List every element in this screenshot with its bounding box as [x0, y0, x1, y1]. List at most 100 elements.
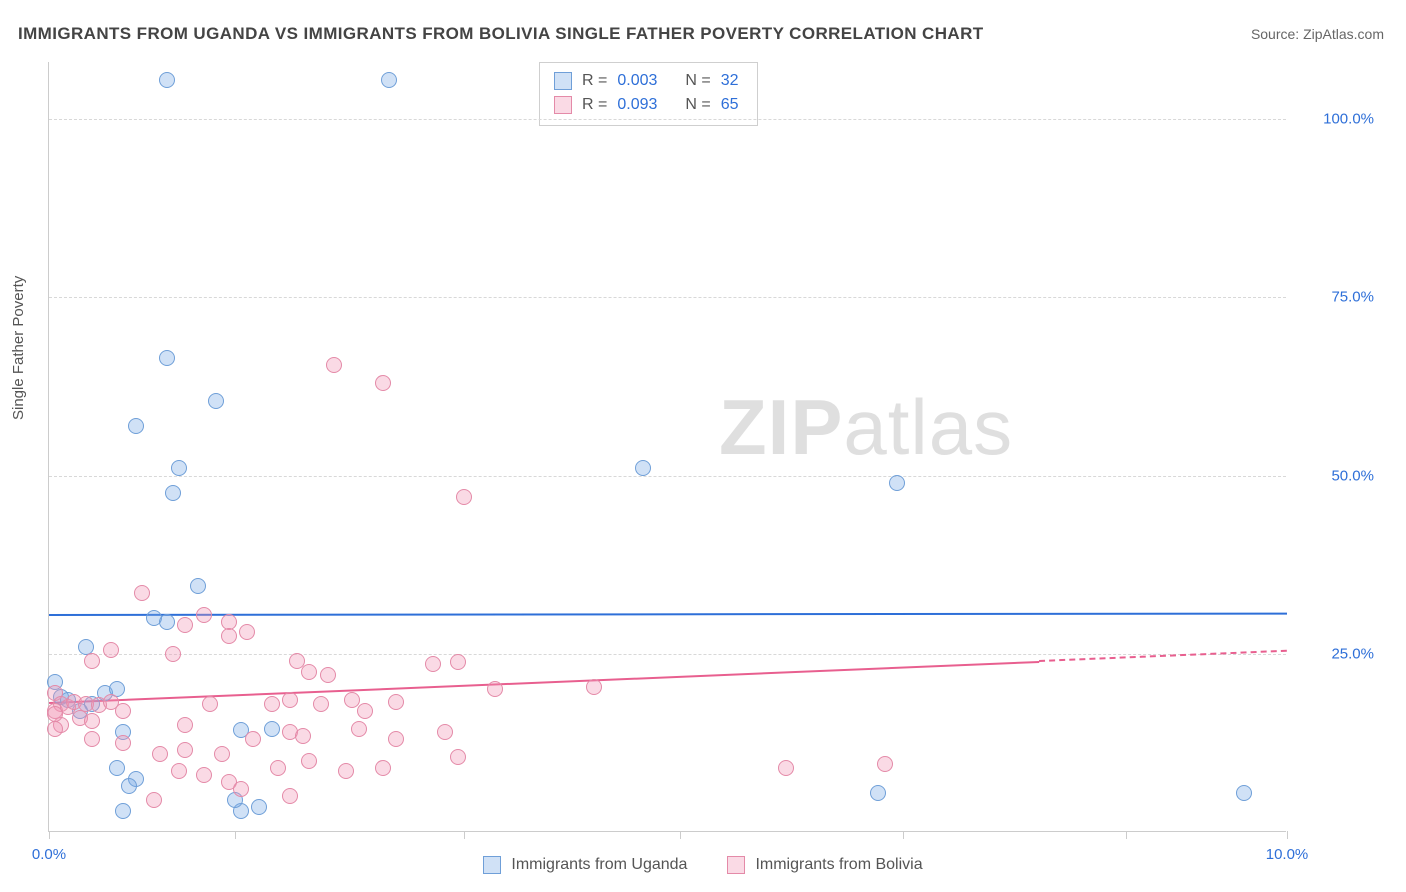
point-bolivia [326, 357, 342, 373]
point-bolivia [270, 760, 286, 776]
legend-swatch-bolivia [727, 856, 745, 874]
point-bolivia [264, 696, 280, 712]
point-bolivia [425, 656, 441, 672]
watermark: ZIPatlas [719, 382, 1013, 473]
y-tick-label: 50.0% [1294, 467, 1374, 484]
point-bolivia [239, 624, 255, 640]
point-bolivia [245, 731, 261, 747]
gridline-h [49, 654, 1286, 655]
x-tick [1287, 831, 1288, 839]
point-uganda [635, 460, 651, 476]
point-bolivia [586, 679, 602, 695]
point-bolivia [84, 653, 100, 669]
point-bolivia [146, 792, 162, 808]
legend-label-uganda: Immigrants from Uganda [511, 856, 687, 874]
point-bolivia [338, 763, 354, 779]
point-bolivia [437, 724, 453, 740]
watermark-thin: atlas [843, 383, 1013, 471]
x-tick [49, 831, 50, 839]
gridline-h [49, 476, 1286, 477]
point-bolivia [165, 646, 181, 662]
stats-r-uganda: 0.003 [617, 69, 657, 93]
watermark-bold: ZIP [719, 383, 843, 471]
point-uganda [171, 460, 187, 476]
point-uganda [889, 475, 905, 491]
point-uganda [128, 418, 144, 434]
point-uganda [381, 72, 397, 88]
point-bolivia [177, 617, 193, 633]
point-bolivia [115, 703, 131, 719]
point-bolivia [357, 703, 373, 719]
point-bolivia [134, 585, 150, 601]
point-bolivia [177, 742, 193, 758]
point-bolivia [233, 781, 249, 797]
point-bolivia [450, 749, 466, 765]
gridline-h [49, 297, 1286, 298]
point-uganda [190, 578, 206, 594]
point-uganda [159, 614, 175, 630]
point-bolivia [375, 760, 391, 776]
trendline-uganda [49, 612, 1287, 615]
point-uganda [1236, 785, 1252, 801]
y-axis-label: Single Father Poverty [10, 276, 27, 420]
x-tick [235, 831, 236, 839]
point-bolivia [778, 760, 794, 776]
point-uganda [208, 393, 224, 409]
stats-row-bolivia: R = 0.093 N = 65 [554, 93, 739, 117]
point-bolivia [47, 721, 63, 737]
point-bolivia [313, 696, 329, 712]
point-bolivia [221, 628, 237, 644]
point-bolivia [152, 746, 168, 762]
point-bolivia [375, 375, 391, 391]
point-uganda [870, 785, 886, 801]
trendline-bolivia [49, 660, 1039, 703]
stats-n-bolivia: 65 [721, 93, 739, 117]
stats-r-bolivia: 0.093 [617, 93, 657, 117]
point-uganda [264, 721, 280, 737]
point-uganda [251, 799, 267, 815]
point-bolivia [196, 607, 212, 623]
point-uganda [159, 350, 175, 366]
point-uganda [165, 485, 181, 501]
stats-row-uganda: R = 0.003 N = 32 [554, 69, 739, 93]
point-bolivia [388, 731, 404, 747]
point-bolivia [214, 746, 230, 762]
swatch-uganda [554, 72, 572, 90]
stats-n-label: N = [685, 93, 710, 117]
legend-swatch-uganda [483, 856, 501, 874]
legend: Immigrants from Uganda Immigrants from B… [0, 856, 1406, 874]
legend-item-bolivia: Immigrants from Bolivia [727, 856, 922, 874]
point-bolivia [320, 667, 336, 683]
point-bolivia [84, 713, 100, 729]
point-bolivia [301, 664, 317, 680]
point-bolivia [351, 721, 367, 737]
point-bolivia [301, 753, 317, 769]
point-uganda [109, 760, 125, 776]
gridline-h [49, 119, 1286, 120]
point-uganda [115, 803, 131, 819]
point-bolivia [202, 696, 218, 712]
point-bolivia [115, 735, 131, 751]
y-tick-label: 100.0% [1294, 111, 1374, 128]
y-tick-label: 25.0% [1294, 645, 1374, 662]
y-tick-label: 75.0% [1294, 289, 1374, 306]
point-bolivia [295, 728, 311, 744]
stats-n-uganda: 32 [721, 69, 739, 93]
point-bolivia [171, 763, 187, 779]
plot-area: ZIPatlas R = 0.003 N = 32 R = 0.093 N = … [48, 62, 1286, 832]
point-bolivia [177, 717, 193, 733]
stats-r-label: R = [582, 93, 607, 117]
trendline-bolivia-extrapolated [1039, 650, 1287, 662]
point-bolivia [877, 756, 893, 772]
point-bolivia [84, 731, 100, 747]
point-uganda [159, 72, 175, 88]
point-uganda [121, 778, 137, 794]
point-bolivia [487, 681, 503, 697]
x-tick [903, 831, 904, 839]
point-bolivia [103, 642, 119, 658]
x-tick [680, 831, 681, 839]
stats-n-label: N = [685, 69, 710, 93]
point-bolivia [450, 654, 466, 670]
point-bolivia [456, 489, 472, 505]
legend-item-uganda: Immigrants from Uganda [483, 856, 687, 874]
